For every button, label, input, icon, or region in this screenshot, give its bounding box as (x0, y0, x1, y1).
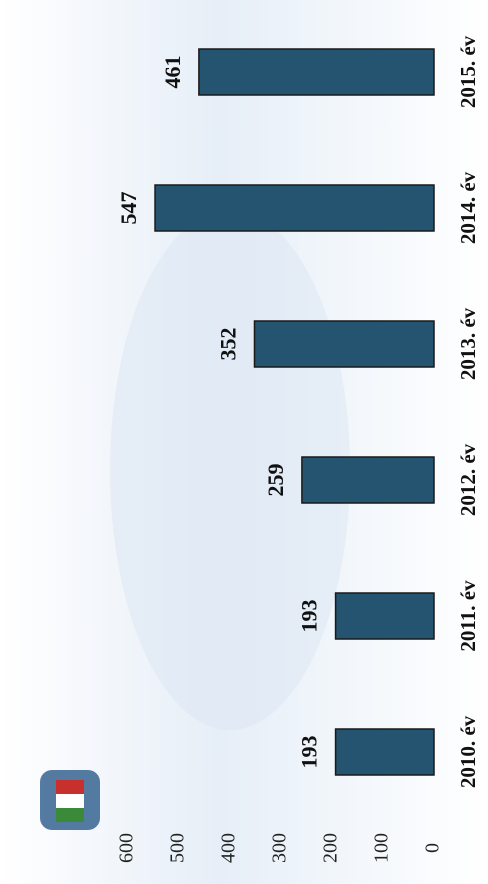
x-tick-label: 2011. év (456, 580, 480, 652)
y-tick-label: 100 (371, 833, 393, 863)
value-label: 461 (160, 56, 185, 89)
bar (334, 592, 435, 640)
bar (198, 48, 435, 96)
bar (154, 184, 435, 232)
y-tick-label: 600 (116, 833, 138, 863)
logo (40, 770, 100, 830)
x-tick-label: 2015. év (456, 35, 480, 108)
value-label: 193 (297, 736, 322, 769)
y-tick-label: 200 (320, 833, 342, 863)
y-tick-label: 0 (422, 843, 444, 853)
y-tick-label: 300 (269, 833, 291, 863)
x-tick-label: 2010. év (456, 715, 480, 788)
x-tick-label: 2013. év (456, 307, 480, 380)
bar (334, 728, 435, 776)
bar (253, 320, 435, 368)
y-tick-label: 400 (218, 833, 240, 863)
value-label: 193 (297, 600, 322, 633)
value-label: 352 (216, 328, 241, 361)
x-tick-label: 2014. év (456, 171, 480, 244)
bar (301, 456, 435, 504)
x-tick-label: 2012. év (456, 443, 480, 516)
value-label: 259 (263, 464, 288, 497)
y-tick-label: 500 (167, 833, 189, 863)
value-label: 547 (116, 192, 141, 225)
